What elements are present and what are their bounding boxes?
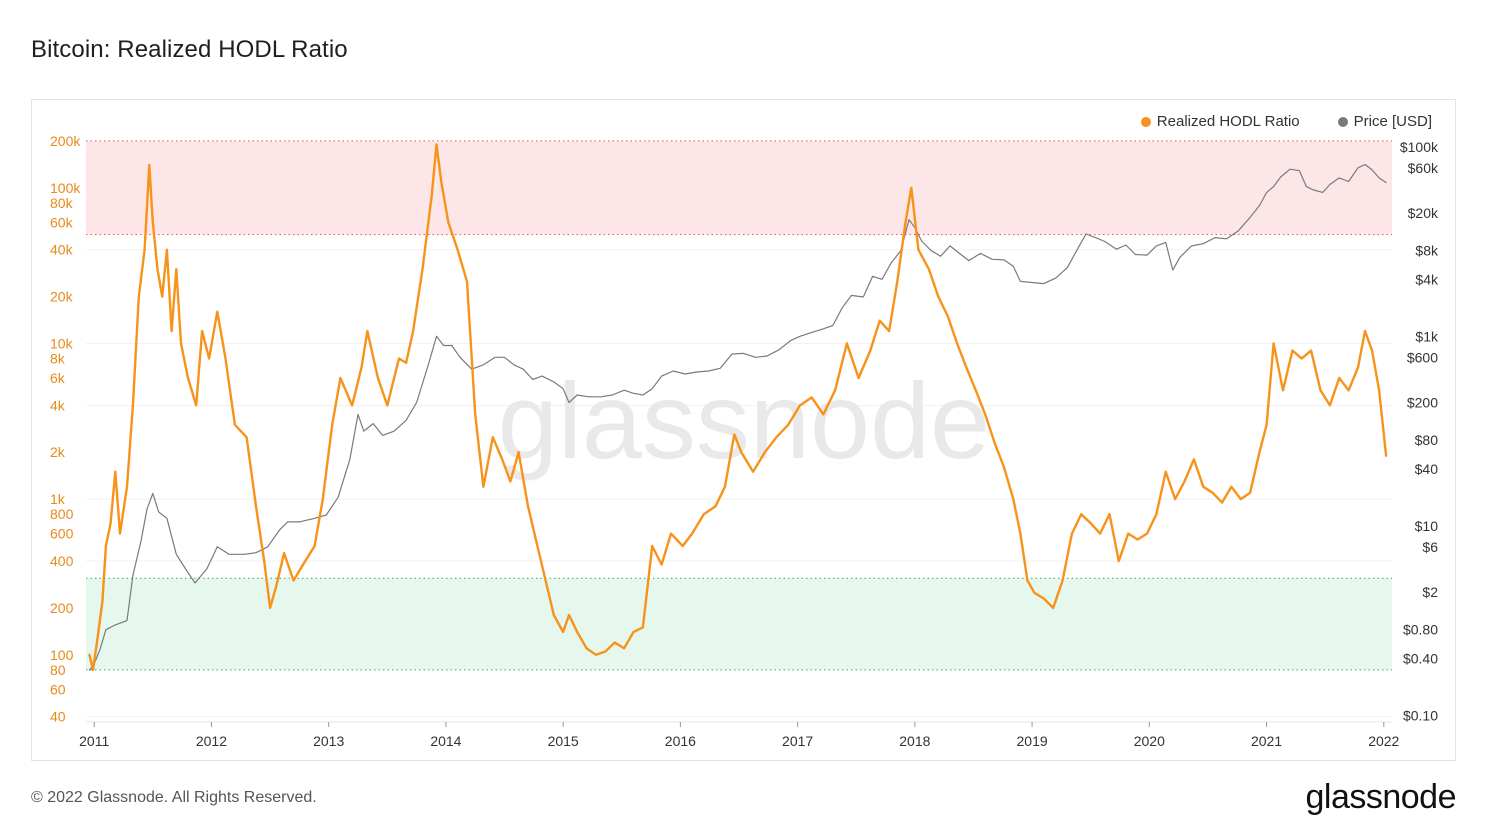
right-axis-tick-label: $0.80	[1403, 622, 1438, 638]
grid-layer	[86, 249, 1392, 723]
x-axis-tick-label: 2014	[430, 733, 461, 749]
left-axis-tick-label: 6k	[50, 370, 66, 386]
legend-dot-price-icon	[1337, 116, 1348, 127]
x-axis-tick-label: 2015	[548, 733, 579, 749]
x-axis-tick-label: 2016	[665, 733, 696, 749]
x-axis-tick-label: 2017	[782, 733, 813, 749]
left-axis-tick-label: 2k	[50, 444, 66, 460]
right-axis-tick-label: $20k	[1408, 205, 1439, 221]
x-axis-tick-label: 2012	[196, 733, 227, 749]
left-axis-tick-label: 40k	[50, 242, 74, 258]
right-axis-tick-label: $2	[1422, 584, 1438, 600]
left-axis-tick-label: 4k	[50, 397, 66, 413]
left-axis-tick-label: 8k	[50, 351, 66, 367]
right-axis: $100k $60k $20k $8k $4k $1k $600 $200 $80 $40 $10 $…	[1400, 139, 1439, 724]
copyright-notice: © 2022 Glassnode. All Rights Reserved.	[31, 789, 317, 806]
x-axis-tick-label: 2013	[313, 733, 344, 749]
rhodl-line	[88, 143, 1388, 672]
left-axis-tick-label: 40	[50, 709, 66, 725]
price-line	[88, 163, 1387, 671]
undervalued-zone	[86, 578, 1392, 670]
left-axis-tick-label: 400	[50, 553, 74, 569]
x-axis-tick-label: 2022	[1368, 733, 1399, 749]
left-axis-tick-label: 80k	[50, 195, 74, 211]
x-axis: 2011 2012 2013 2014 2015 2016 2017 2018 2019 2020…	[79, 722, 1400, 749]
x-axis-tick-label: 2021	[1251, 733, 1282, 749]
right-axis-tick-label: $80	[1415, 432, 1439, 448]
left-axis-tick-label: 60k	[50, 214, 74, 230]
left-axis-tick-label: 600	[50, 526, 74, 542]
left-axis-tick-label: 10k	[50, 335, 74, 351]
right-axis-tick-label: $40	[1415, 461, 1439, 477]
right-axis-tick-label: $200	[1407, 395, 1438, 411]
overheated-zone	[86, 140, 1392, 235]
legend-item-rhodl[interactable]: Realized HODL Ratio	[1140, 113, 1300, 130]
chart-frame	[31, 99, 1456, 761]
price-series	[88, 163, 1387, 671]
left-axis-tick-label: 200k	[50, 133, 81, 149]
x-axis-tick-label: 2011	[79, 733, 109, 749]
legend-item-price[interactable]: Price [USD]	[1337, 113, 1432, 130]
right-axis-tick-label: $0.10	[1403, 707, 1438, 723]
x-axis-tick-label: 2020	[1134, 733, 1165, 749]
right-axis-tick-label: $600	[1407, 349, 1438, 365]
left-axis-tick-label: 800	[50, 506, 74, 522]
page-title: Bitcoin: Realized HODL Ratio	[31, 36, 348, 63]
right-axis-tick-label: $60k	[1408, 160, 1439, 176]
right-axis-tick-label: $8k	[1415, 243, 1439, 259]
legend-label-rhodl: Realized HODL Ratio	[1156, 113, 1300, 130]
watermark: glassnode	[498, 360, 990, 481]
glassnode-logo[interactable]: glassnode	[1305, 778, 1456, 816]
right-axis-tick-label: $100k	[1400, 139, 1439, 155]
legend: Realized HODL Ratio Price [USD]	[1140, 113, 1432, 130]
right-axis-tick-label: $6	[1422, 539, 1438, 555]
left-axis-tick-label: 1k	[50, 491, 66, 507]
right-axis-tick-label: $10	[1415, 518, 1439, 534]
right-axis-tick-label: $0.40	[1403, 650, 1438, 666]
x-axis-tick-label: 2019	[1017, 733, 1048, 749]
left-axis-tick-label: 100k	[50, 180, 81, 196]
left-axis-tick-label: 20k	[50, 289, 74, 305]
legend-label-price: Price [USD]	[1353, 113, 1432, 130]
right-axis-tick-label: $4k	[1415, 271, 1439, 287]
left-axis-tick-label: 80	[50, 662, 66, 678]
left-axis-tick-label: 100	[50, 647, 74, 663]
rhodl-series	[88, 143, 1388, 672]
left-axis-tick-label: 60	[50, 681, 66, 697]
x-axis-tick-label: 2018	[899, 733, 930, 749]
left-axis-tick-label: 200	[50, 600, 74, 616]
legend-dot-rhodl-icon	[1140, 116, 1151, 127]
right-axis-tick-label: $1k	[1415, 328, 1439, 344]
